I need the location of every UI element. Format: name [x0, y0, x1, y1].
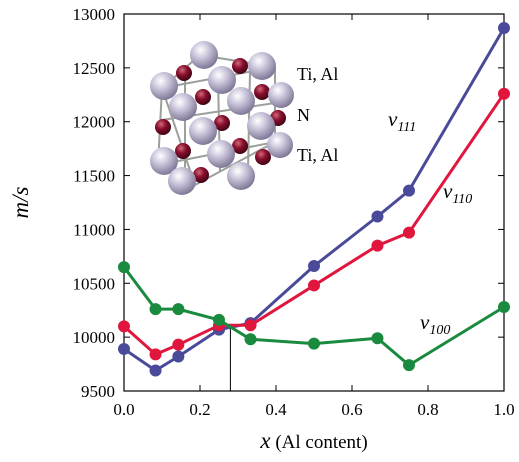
data-point-v100	[403, 359, 415, 372]
x-axis-label: x (Al content)	[259, 428, 367, 453]
x-tick-label: 0.8	[417, 400, 438, 419]
y-tick-label: 11500	[73, 167, 115, 186]
data-point-v100	[308, 337, 320, 350]
inset-label-mid: N	[297, 105, 310, 125]
series-label-v110: v110	[443, 179, 472, 207]
series-label-v100: v100	[420, 310, 450, 338]
y-tick-label: 11000	[73, 220, 115, 239]
data-point-v100	[371, 332, 384, 345]
data-point-v110	[172, 338, 185, 351]
plot-area: 9500 10000 10500 11000 11500 12000 12500 13000 0…	[8, 5, 515, 453]
data-point-v100	[172, 303, 185, 316]
y-tick-label: 10500	[73, 274, 116, 293]
data-point-v111	[403, 184, 415, 197]
data-point-v110	[118, 320, 130, 333]
y-tick-label: 12500	[73, 59, 116, 78]
series-label-subscript: 111	[397, 120, 416, 135]
data-point-v110	[403, 226, 415, 239]
inset-label-bottom: Ti, Al	[297, 145, 338, 165]
data-point-v111	[498, 22, 510, 35]
x-axis-text: (Al content)	[271, 432, 368, 453]
series-label-v111: v111	[388, 107, 416, 135]
series-label-subscript: 110	[452, 192, 472, 207]
data-point-v100	[244, 333, 257, 346]
series-label-subscript: 100	[429, 323, 450, 338]
data-point-v111	[308, 260, 320, 273]
data-point-v100	[213, 313, 225, 326]
plot-frame	[123, 13, 505, 392]
data-point-v111	[172, 350, 185, 363]
x-tick-label: 0.4	[265, 400, 287, 419]
y-tick-label: 13000	[73, 5, 116, 24]
data-point-v100	[149, 303, 162, 316]
crystal-structure-inset	[150, 41, 294, 195]
y-tick-label: 12000	[73, 113, 116, 132]
data-point-v110	[308, 279, 320, 292]
x-tick-label: 0.6	[341, 400, 362, 419]
series-line-v110	[123, 92, 506, 356]
metal-atoms	[150, 41, 294, 195]
y-tick-label: 9500	[81, 382, 115, 401]
data-point-v110	[371, 239, 384, 252]
data-point-v111	[149, 364, 162, 377]
nitrogen-atoms	[155, 58, 286, 183]
y-axis-label: m/s	[8, 186, 33, 218]
x-tick-label: 0.2	[189, 400, 210, 419]
y-tick-label: 10000	[73, 328, 116, 347]
data-point-v111	[371, 210, 384, 223]
data-point-v100	[498, 300, 510, 313]
x-tick-label: 0.0	[113, 400, 134, 419]
data-point-v100	[118, 261, 130, 274]
data-point-v110	[244, 319, 257, 332]
data-point-v110	[498, 87, 510, 100]
x-axis-variable: x	[259, 428, 271, 453]
inset-label-top: Ti, Al	[297, 64, 338, 84]
data-point-v110	[149, 348, 162, 361]
data-point-v111	[118, 342, 130, 355]
x-tick-label: 1.0	[493, 400, 514, 419]
